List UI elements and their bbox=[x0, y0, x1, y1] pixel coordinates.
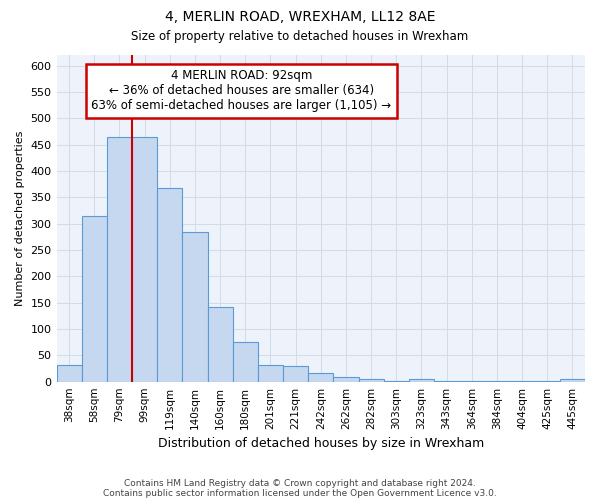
Bar bbox=[208, 307, 233, 382]
Text: 4 MERLIN ROAD: 92sqm
← 36% of detached houses are smaller (634)
63% of semi-deta: 4 MERLIN ROAD: 92sqm ← 36% of detached h… bbox=[91, 70, 392, 112]
Bar bbox=[383, 380, 409, 382]
Bar bbox=[233, 342, 258, 382]
Bar bbox=[484, 381, 509, 382]
Bar bbox=[359, 379, 383, 382]
Bar bbox=[459, 381, 484, 382]
Bar bbox=[434, 381, 459, 382]
Bar bbox=[182, 232, 208, 382]
Bar bbox=[157, 188, 182, 382]
Bar bbox=[56, 366, 82, 382]
Y-axis label: Number of detached properties: Number of detached properties bbox=[15, 130, 25, 306]
Bar bbox=[334, 378, 359, 382]
Bar bbox=[509, 381, 535, 382]
Bar bbox=[132, 136, 157, 382]
Bar bbox=[258, 366, 283, 382]
Bar bbox=[107, 136, 132, 382]
X-axis label: Distribution of detached houses by size in Wrexham: Distribution of detached houses by size … bbox=[158, 437, 484, 450]
Bar bbox=[560, 378, 585, 382]
Text: Contains HM Land Registry data © Crown copyright and database right 2024.: Contains HM Land Registry data © Crown c… bbox=[124, 478, 476, 488]
Bar bbox=[535, 381, 560, 382]
Text: Size of property relative to detached houses in Wrexham: Size of property relative to detached ho… bbox=[131, 30, 469, 43]
Bar bbox=[283, 366, 308, 382]
Text: Contains public sector information licensed under the Open Government Licence v3: Contains public sector information licen… bbox=[103, 488, 497, 498]
Bar bbox=[409, 379, 434, 382]
Bar bbox=[82, 216, 107, 382]
Bar bbox=[308, 374, 334, 382]
Text: 4, MERLIN ROAD, WREXHAM, LL12 8AE: 4, MERLIN ROAD, WREXHAM, LL12 8AE bbox=[165, 10, 435, 24]
